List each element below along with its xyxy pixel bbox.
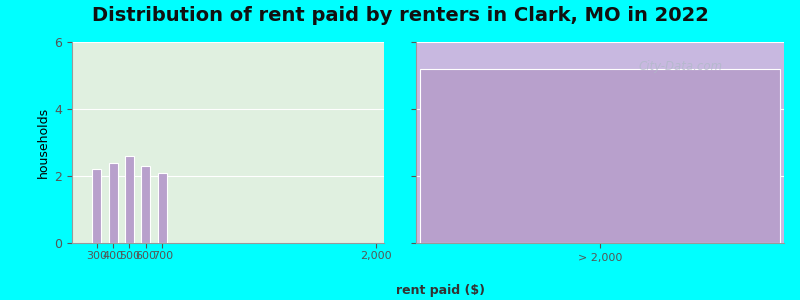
Bar [420, 69, 780, 243]
Text: rent paid ($): rent paid ($) [395, 284, 485, 297]
Text: City-Data.com: City-Data.com [639, 60, 723, 73]
Bar [158, 172, 167, 243]
Text: Distribution of rent paid by renters in Clark, MO in 2022: Distribution of rent paid by renters in … [91, 6, 709, 25]
Bar [142, 166, 150, 243]
Bar [125, 156, 134, 243]
Y-axis label: households: households [37, 107, 50, 178]
Bar [109, 163, 118, 243]
Bar [92, 169, 101, 243]
